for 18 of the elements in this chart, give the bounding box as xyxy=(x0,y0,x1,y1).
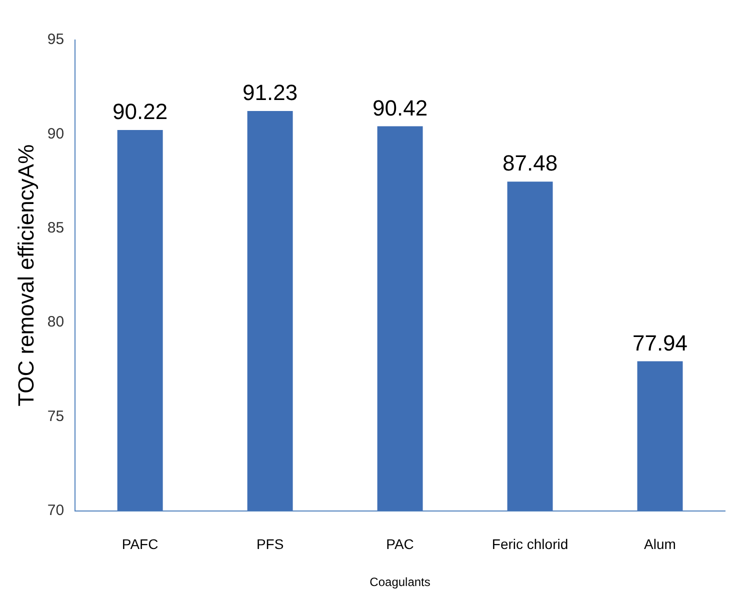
y-tick-label: 70 xyxy=(47,502,64,519)
data-label: 87.48 xyxy=(502,150,558,176)
y-tick-label: 80 xyxy=(47,314,64,331)
y-tick-label: 90 xyxy=(47,125,64,142)
x-tick-label: Alum xyxy=(644,536,676,552)
x-axis-title: Coagulants xyxy=(370,575,430,590)
x-tick-label: PAFC xyxy=(122,536,158,552)
y-tick-label: 95 xyxy=(47,31,64,48)
y-axis-title: TOC removal efficiencyA% xyxy=(13,144,38,406)
x-tick-label: PFS xyxy=(256,536,284,552)
data-label: 91.23 xyxy=(242,80,298,106)
x-tick-label: PAC xyxy=(386,536,414,552)
x-tick-label: Feric chlorid xyxy=(492,536,568,552)
data-label: 90.22 xyxy=(112,99,168,124)
data-label: 77.94 xyxy=(632,330,688,356)
y-tick-label: 75 xyxy=(47,408,64,425)
data-label: 90.42 xyxy=(372,95,428,120)
y-tick-label: 85 xyxy=(47,219,64,236)
